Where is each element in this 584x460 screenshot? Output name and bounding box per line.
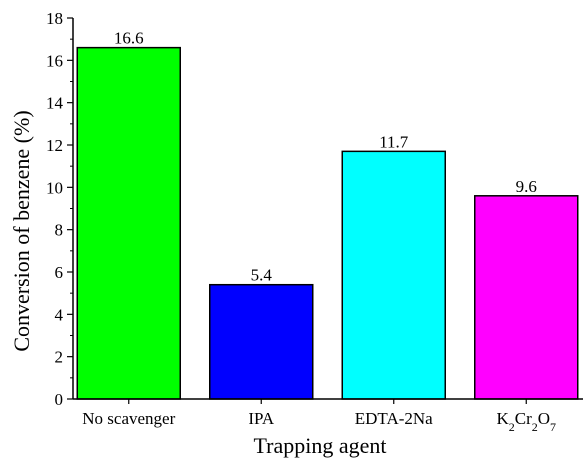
x-axis-title: Trapping agent (253, 433, 386, 458)
y-tick-label: 0 (55, 390, 64, 409)
x-tick-label: K2Cr2O7 (496, 409, 556, 434)
y-tick-label: 12 (46, 136, 63, 155)
bars (76, 46, 579, 400)
value-label: 11.7 (379, 132, 409, 151)
value-label: 9.6 (516, 177, 537, 196)
x-tick-label: No scavenger (82, 409, 175, 428)
bar-edta-2na (341, 150, 446, 400)
y-axis-title: Conversion of benzene (%) (9, 110, 34, 351)
y-tick-label: 18 (46, 9, 63, 28)
value-label: 16.6 (114, 29, 144, 48)
y-ticks: 0 2 4 6 8 10 12 14 16 18 (46, 9, 73, 409)
x-ticks: No scavenger IPA EDTA-2Na K2Cr2O7 (82, 399, 556, 434)
y-tick-label: 10 (46, 178, 63, 197)
x-tick-label: IPA (248, 409, 275, 428)
value-label: 5.4 (251, 266, 273, 285)
y-tick-label: 2 (55, 348, 64, 367)
bar-k2cr2o7 (474, 195, 579, 400)
y-tick-label: 6 (55, 263, 64, 282)
x-tick-label: EDTA-2Na (355, 409, 433, 428)
bar-no-scavenger (76, 46, 181, 400)
y-tick-label: 8 (55, 221, 64, 240)
y-tick-label: 16 (46, 51, 63, 70)
bar-ipa (209, 283, 314, 400)
y-tick-label: 14 (46, 94, 64, 113)
value-labels: 16.6 5.4 11.7 9.6 (114, 29, 537, 285)
y-tick-label: 4 (55, 305, 64, 324)
